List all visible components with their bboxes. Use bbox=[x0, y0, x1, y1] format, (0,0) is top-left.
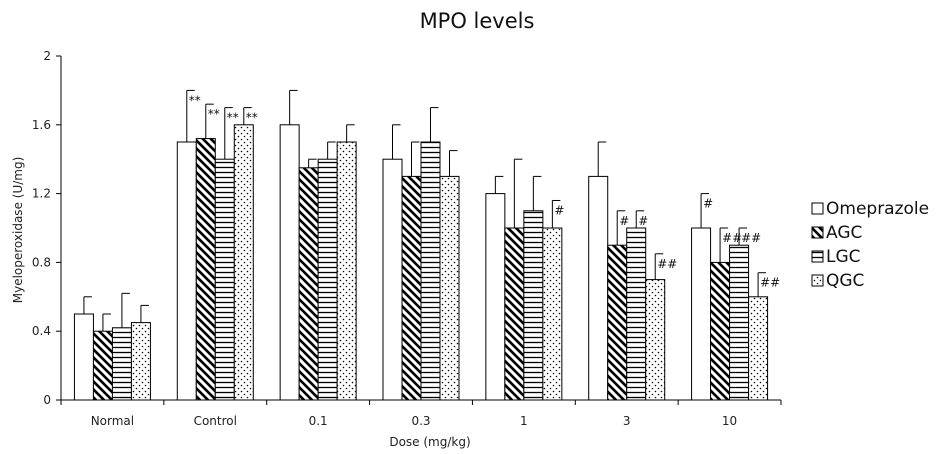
y-tick-label: 0.4 bbox=[32, 324, 51, 338]
legend-swatch bbox=[811, 274, 824, 287]
legend-swatch bbox=[811, 226, 824, 239]
bar bbox=[607, 244, 628, 401]
bar bbox=[542, 227, 563, 401]
bar bbox=[382, 158, 403, 401]
y-tick-label: 2 bbox=[43, 49, 51, 63]
bar bbox=[691, 227, 712, 401]
bar bbox=[523, 210, 544, 401]
x-tick-label: Control bbox=[194, 414, 237, 428]
significance-annotation: ## bbox=[722, 231, 742, 245]
bar bbox=[176, 141, 197, 401]
bar bbox=[214, 158, 235, 401]
legend-label: AGC bbox=[826, 223, 862, 243]
x-tick-label: 1 bbox=[520, 414, 528, 428]
legend-label: LGC bbox=[826, 247, 861, 267]
significance-annotation: # bbox=[554, 203, 564, 217]
legend: Omeprazole AGC LGC QGC bbox=[811, 199, 929, 291]
x-tick-label: 10 bbox=[722, 414, 737, 428]
y-tick-label: 1.2 bbox=[32, 187, 51, 201]
significance-annotation: ## bbox=[760, 276, 780, 290]
bar bbox=[439, 175, 460, 401]
y-axis-title: Myeloperoxidase (U/mg) bbox=[11, 157, 25, 304]
significance-annotation: ** bbox=[227, 111, 239, 125]
bar bbox=[298, 167, 319, 401]
significance-annotation: # bbox=[619, 214, 629, 228]
significance-annotation: ** bbox=[208, 107, 220, 121]
bar bbox=[485, 193, 506, 401]
legend-label: Omeprazole bbox=[826, 199, 929, 219]
x-tick-label: Normal bbox=[91, 414, 134, 428]
significance-annotation: # bbox=[703, 197, 713, 211]
bar bbox=[401, 175, 422, 401]
legend-label: QGC bbox=[826, 271, 864, 291]
bar bbox=[111, 327, 132, 401]
significance-annotation: ** bbox=[189, 93, 201, 107]
significance-annotation: ** bbox=[246, 111, 258, 125]
bar bbox=[73, 313, 94, 401]
y-tick-label: 1.6 bbox=[32, 118, 51, 132]
plot-area: 0 0.4 0.8 1.2 1.6 2 Normal Control ** ** ** ** 0.1 0.… bbox=[32, 49, 782, 428]
bar bbox=[420, 141, 441, 401]
significance-annotation: # bbox=[638, 214, 648, 228]
bar bbox=[626, 227, 647, 401]
bar bbox=[729, 244, 750, 401]
x-axis-title: Dose (mg/kg) bbox=[389, 435, 470, 449]
bar bbox=[92, 330, 113, 401]
x-tick-label: 0.1 bbox=[309, 414, 328, 428]
bar bbox=[710, 261, 731, 401]
bar bbox=[317, 158, 338, 401]
bar bbox=[195, 138, 216, 401]
y-tick-label: 0 bbox=[43, 393, 51, 407]
bar bbox=[504, 227, 525, 401]
y-tick-label: 0.8 bbox=[32, 255, 51, 269]
legend-swatch bbox=[811, 202, 824, 215]
bar bbox=[336, 141, 357, 401]
bar bbox=[130, 322, 151, 401]
bar bbox=[233, 124, 254, 401]
chart-title: MPO levels bbox=[420, 9, 535, 33]
legend-swatch bbox=[811, 250, 824, 263]
bar bbox=[645, 279, 666, 401]
x-tick-label: 0.3 bbox=[411, 414, 430, 428]
significance-annotation: ## bbox=[657, 257, 677, 271]
x-tick-label: 3 bbox=[623, 414, 631, 428]
bar bbox=[748, 296, 769, 401]
bar bbox=[279, 124, 300, 401]
bar bbox=[588, 175, 609, 401]
significance-annotation: ## bbox=[741, 231, 761, 245]
